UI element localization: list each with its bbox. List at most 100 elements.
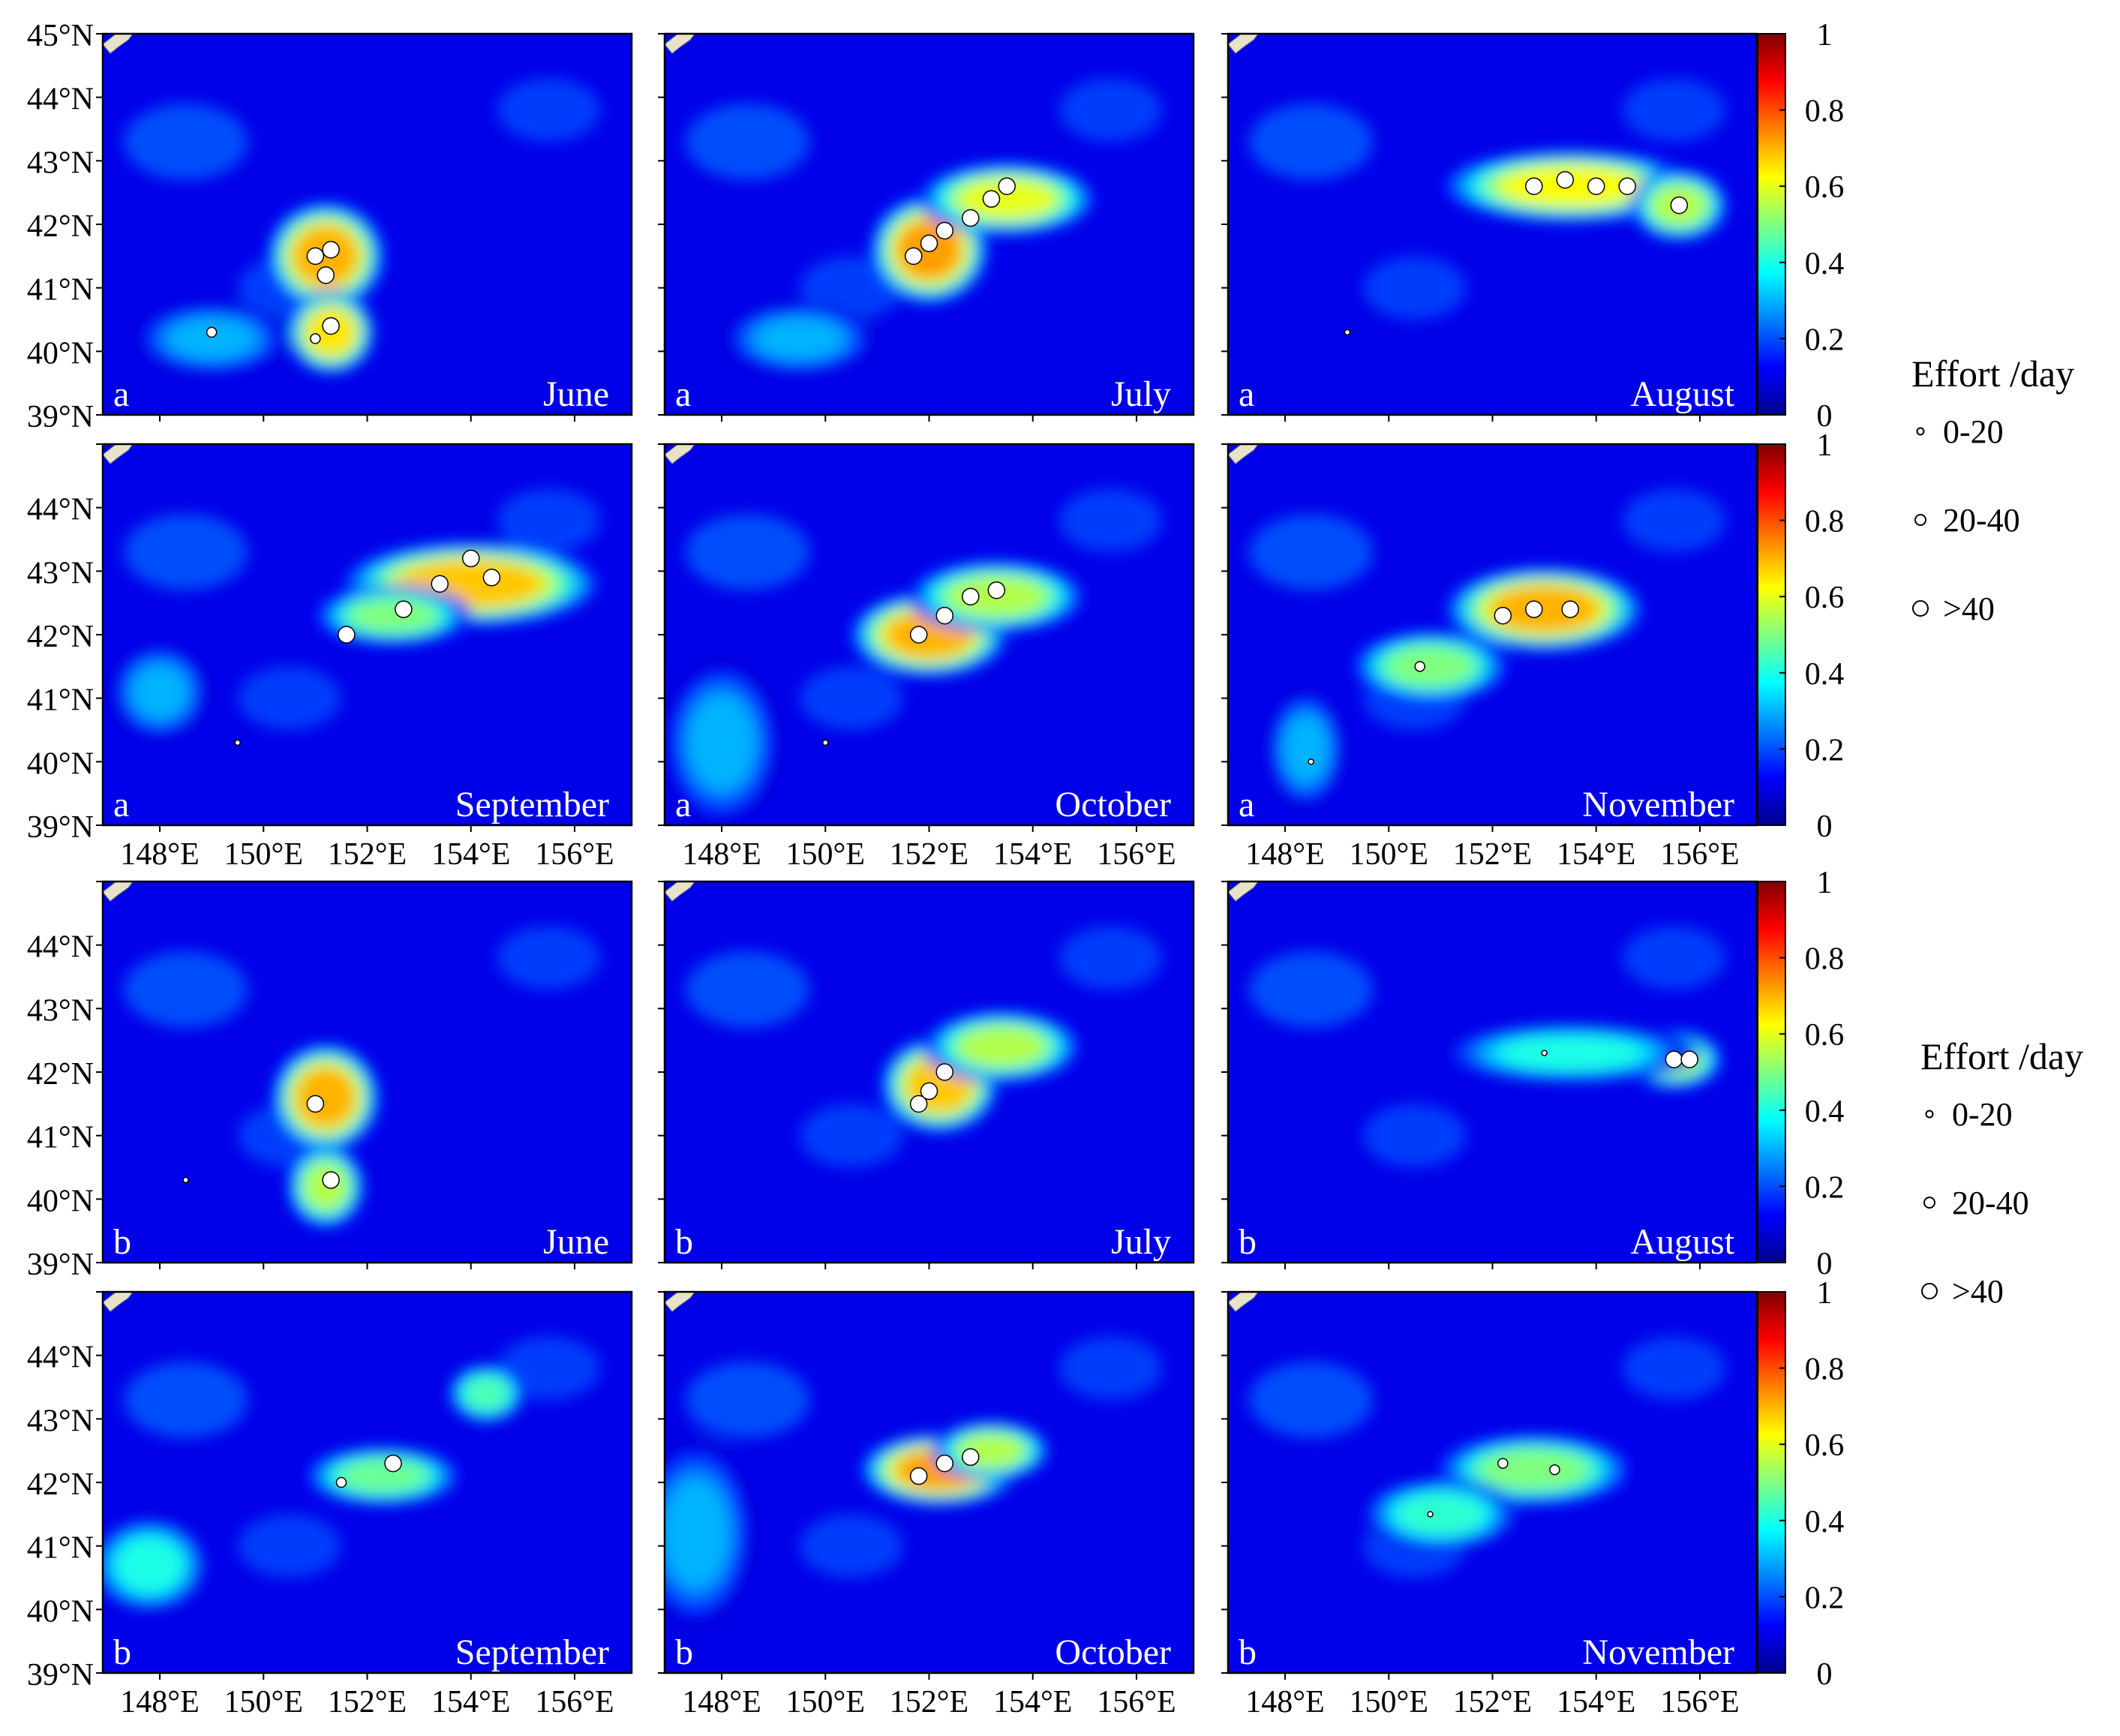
- colorbar-tick-label: 0.6: [1805, 1428, 1845, 1463]
- effort-point: [822, 739, 829, 746]
- effort-point: [982, 190, 1001, 208]
- y-tick-label: 39°N: [27, 400, 94, 434]
- map-panel-b-june: b June 39°N 40°N 41°N 42°N 43°N 44°N: [27, 880, 633, 1282]
- panel-letter: b: [675, 1632, 693, 1672]
- background-anomaly: [237, 666, 341, 731]
- colorbar-tick-label: 0: [1817, 1247, 1833, 1281]
- background-anomaly: [1248, 104, 1374, 180]
- panel-letter: a: [1239, 785, 1254, 824]
- effort-point: [384, 1454, 402, 1473]
- background-anomaly: [123, 514, 248, 590]
- colorbar-tick-label: 0.2: [1805, 323, 1845, 357]
- y-tick-label: 41°N: [27, 683, 94, 718]
- colorbar-gradient: [1757, 443, 1786, 826]
- colorbar-tick-label: 0.8: [1805, 1353, 1845, 1387]
- x-tick-label: 148°E: [682, 837, 761, 872]
- x-tick-label: 150°E: [786, 1685, 865, 1719]
- colorbar-tick-label: 0.6: [1805, 1018, 1845, 1053]
- effort-point: [322, 317, 340, 335]
- colorbar-tick-label: 1: [1817, 866, 1833, 900]
- effort-point: [1618, 177, 1636, 195]
- background-anomaly: [1058, 78, 1163, 142]
- background-anomaly: [685, 514, 810, 590]
- colorbar-tick-label: 1: [1817, 1276, 1833, 1311]
- month-label: November: [1582, 785, 1734, 824]
- x-tick-label: 154°E: [431, 1685, 510, 1719]
- y-tick-label: 40°N: [27, 746, 94, 781]
- colorbar-tick-label: 0.4: [1805, 1505, 1845, 1539]
- month-label: October: [1055, 1632, 1171, 1672]
- hsi-contour: [1284, 715, 1328, 782]
- effort-point: [306, 1095, 325, 1113]
- y-tick-label: 39°N: [27, 810, 94, 845]
- x-tick-label: 156°E: [535, 1685, 614, 1719]
- effort-point: [1427, 1511, 1434, 1518]
- x-tick-label: 154°E: [993, 837, 1072, 872]
- background-anomaly: [497, 78, 601, 142]
- effort-point: [935, 606, 953, 625]
- effort-point: [310, 333, 321, 344]
- effort-point: [1344, 329, 1351, 336]
- hsi-contour: [689, 695, 755, 790]
- x-tick-label: 148°E: [1245, 837, 1324, 872]
- background-anomaly: [1058, 1336, 1163, 1400]
- month-label: July: [1111, 374, 1171, 414]
- panel-letter: b: [113, 1632, 131, 1672]
- map-panel-a-september: a September 39°N 40°N 41°N 42°N 43°N 44°N 148°E 1…: [27, 443, 633, 872]
- colorbar-tick-label: 0.8: [1805, 942, 1845, 977]
- effort-point: [920, 1082, 938, 1101]
- colorbar-tick-label: 0.4: [1805, 657, 1845, 692]
- month-label: August: [1630, 1222, 1734, 1262]
- colorbar: 0 0.2 0.4 0.6 0.8 1: [1757, 428, 1845, 844]
- y-tick-label: 44°N: [27, 930, 94, 965]
- y-tick-label: 42°N: [27, 620, 94, 654]
- map-panel-a-august: a August: [1221, 32, 1758, 422]
- y-tick-label: 43°N: [27, 993, 94, 1028]
- effort-point: [1494, 606, 1512, 625]
- effort-point: [905, 247, 923, 266]
- colorbar-gradient: [1757, 33, 1786, 416]
- x-tick-label: 154°E: [1557, 837, 1635, 872]
- background-anomaly: [1248, 1362, 1374, 1438]
- effort-point: [1680, 1050, 1698, 1068]
- effort-point: [234, 739, 241, 746]
- y-tick-label: 43°N: [27, 1404, 94, 1438]
- effort-point: [1414, 661, 1425, 672]
- hsi-contour: [1490, 586, 1599, 633]
- background-anomaly: [123, 1362, 248, 1438]
- y-tick-label: 41°N: [27, 1121, 94, 1155]
- effort-legend: Effort /day 0-20 20-40 >40: [1911, 353, 2074, 627]
- colorbar-gradient: [1757, 1291, 1786, 1674]
- y-tick-label: 40°N: [27, 336, 94, 371]
- effort-point: [461, 549, 480, 568]
- effort-point: [1561, 600, 1579, 618]
- panel-letter: a: [113, 374, 129, 414]
- effort-point: [1556, 170, 1575, 189]
- month-label: July: [1111, 1222, 1171, 1262]
- legend-marker: [1921, 1283, 1938, 1299]
- y-tick-label: 39°N: [27, 1658, 94, 1692]
- effort-point: [998, 177, 1016, 195]
- y-tick-label: 40°N: [27, 1594, 94, 1629]
- month-label: August: [1630, 374, 1734, 414]
- effort-point: [962, 587, 980, 605]
- background-anomaly: [799, 1514, 903, 1578]
- hsi-contour: [958, 1026, 1046, 1067]
- background-anomaly: [685, 951, 810, 1028]
- legend-item-label: 0-20: [1943, 413, 2004, 450]
- x-tick-label: 152°E: [1453, 837, 1532, 872]
- map-panel-a-june: a June 39°N 40°N 41°N 42°N 43°N 44°N 45°N: [27, 19, 633, 434]
- x-tick-label: 154°E: [431, 837, 510, 872]
- effort-point: [317, 266, 335, 284]
- colorbar-tick-label: 1: [1817, 428, 1833, 463]
- x-tick-label: 152°E: [890, 1685, 968, 1719]
- background-anomaly: [1248, 951, 1374, 1028]
- colorbar-tick-label: 0.8: [1805, 95, 1845, 129]
- y-tick-label: 44°N: [27, 493, 94, 527]
- effort-point: [1587, 177, 1605, 195]
- hsi-contour: [168, 318, 256, 359]
- colorbar-tick-label: 0: [1817, 1657, 1833, 1692]
- background-anomaly: [685, 104, 810, 180]
- y-tick-label: 39°N: [27, 1248, 94, 1282]
